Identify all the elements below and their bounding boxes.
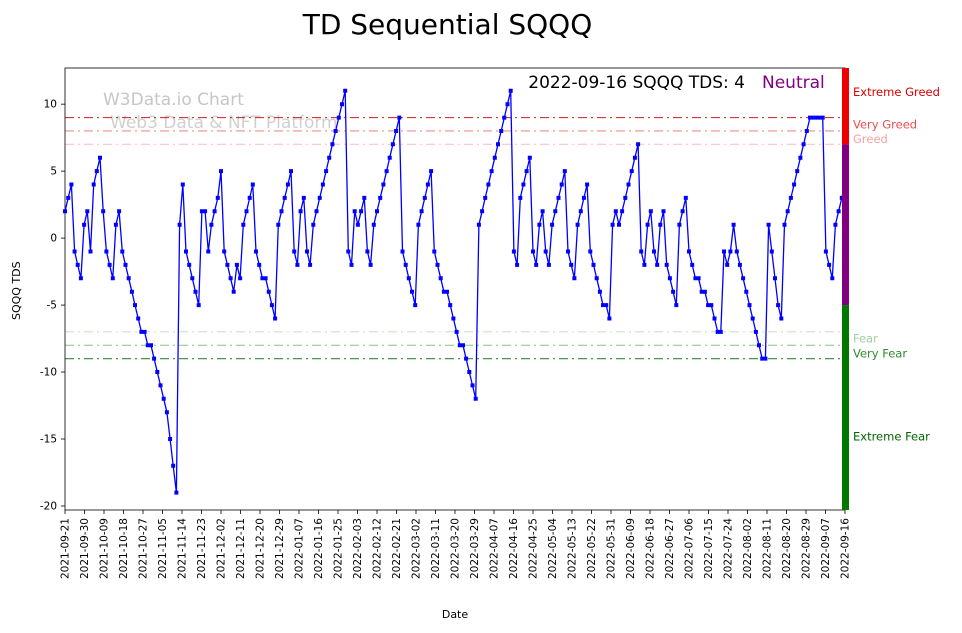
sentiment-level-label: Very Fear — [853, 346, 907, 360]
x-tick-label: 2022-02-21 — [391, 518, 403, 579]
x-tick-label: 2021-12-02 — [216, 518, 228, 579]
x-tick-label: 2022-07-15 — [703, 518, 715, 579]
y-tick-label: -20 — [40, 500, 57, 512]
x-tick-label: 2022-02-12 — [372, 518, 384, 579]
x-tick-label: 2021-12-29 — [274, 518, 286, 579]
x-tick-label: 2022-09-07 — [820, 518, 832, 579]
x-tick-label: 2021-10-18 — [118, 518, 130, 579]
x-tick-label: 2022-08-11 — [762, 518, 774, 579]
x-tick-label: 2022-05-04 — [547, 518, 559, 579]
x-tick-label: 2022-03-29 — [469, 518, 481, 579]
x-tick-label: 2021-11-14 — [177, 518, 189, 579]
x-tick-label: 2022-06-09 — [625, 518, 637, 579]
x-tick-label: 2021-09-30 — [79, 518, 91, 579]
x-tick-label: 2022-08-29 — [801, 518, 813, 579]
x-tick-label: 2021-10-09 — [99, 518, 111, 579]
annotation-current-tds: 2022-09-16 SQQQ TDS: 4 — [528, 73, 745, 93]
x-tick-label: 2022-04-07 — [489, 518, 501, 579]
x-tick-label: 2022-06-18 — [645, 518, 657, 579]
x-tick-label: 2022-01-07 — [294, 518, 306, 579]
x-tick-label: 2022-04-25 — [528, 518, 540, 579]
x-tick-label: 2022-03-20 — [450, 518, 462, 579]
sentiment-colorbar-segment — [842, 305, 849, 510]
x-tick-label: 2022-05-22 — [586, 518, 598, 579]
y-tick-label: -15 — [40, 434, 57, 446]
x-tick-label: 2022-09-16 — [840, 518, 852, 579]
sentiment-colorbar-segment — [842, 68, 849, 145]
y-tick-label: 5 — [50, 166, 57, 178]
y-tick-label: 10 — [44, 99, 57, 111]
x-tick-label: 2022-08-02 — [742, 518, 754, 579]
x-tick-label: 2022-01-16 — [313, 518, 325, 579]
sentiment-level-label: Fear — [853, 332, 878, 346]
x-tick-label: 2022-07-24 — [723, 518, 735, 579]
chart-title: TD Sequential SQQQ — [302, 8, 593, 41]
plot-border — [64, 67, 846, 511]
y-tick-label: -5 — [47, 300, 57, 312]
sentiment-level-label: Extreme Fear — [853, 429, 930, 443]
x-tick-label: 2021-10-27 — [138, 518, 150, 579]
sentiment-level-label: Extreme Greed — [853, 85, 940, 99]
x-tick-label: 2021-11-05 — [157, 518, 169, 579]
x-tick-label: 2021-11-23 — [196, 518, 208, 579]
x-tick-label: 2022-03-02 — [411, 518, 423, 579]
x-tick-label: 2022-01-25 — [333, 518, 345, 579]
x-tick-label: 2022-03-11 — [430, 518, 442, 579]
y-tick-label: 0 — [50, 233, 57, 245]
x-tick-label: 2021-12-11 — [235, 518, 247, 579]
x-tick-label: 2022-02-03 — [352, 518, 364, 579]
x-axis-label: Date — [441, 608, 469, 621]
sentiment-level-label: Very Greed — [853, 117, 917, 131]
sentiment-colorbar-segment — [842, 144, 849, 306]
tds-markers — [63, 88, 847, 495]
x-tick-label: 2022-05-13 — [567, 518, 579, 579]
x-tick-label: 2022-05-31 — [606, 518, 618, 579]
x-tick-label: 2021-12-20 — [255, 518, 267, 579]
x-tick-label: 2022-06-27 — [664, 518, 676, 579]
x-tick-label: 2022-04-16 — [508, 518, 520, 579]
watermark-line1: W3Data.io Chart — [103, 90, 244, 110]
x-tick-label: 2022-08-20 — [781, 518, 793, 579]
sentiment-level-label: Greed — [853, 132, 888, 146]
x-tick-label: 2022-07-06 — [684, 518, 696, 579]
tds-line-series — [64, 90, 846, 494]
y-tick-label: -10 — [40, 367, 57, 379]
annotation-sentiment: Neutral — [762, 73, 825, 93]
x-tick-label: 2021-09-21 — [60, 518, 72, 579]
